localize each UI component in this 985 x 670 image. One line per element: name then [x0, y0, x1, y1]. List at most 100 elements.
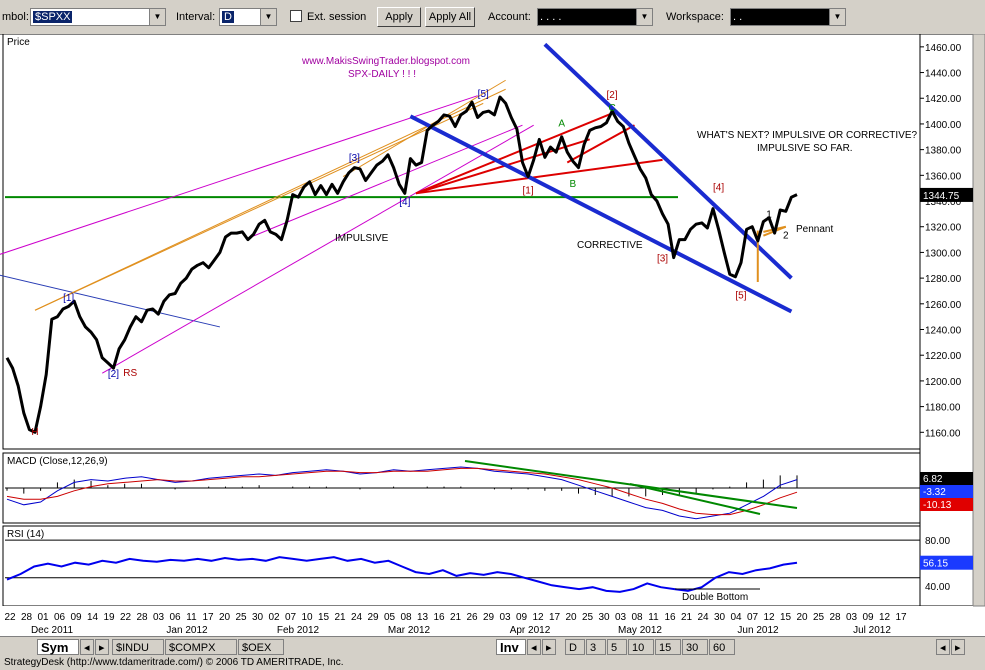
- rsi-y-tick-label: 40.00: [925, 582, 950, 593]
- account-combo[interactable]: . . . . ▼: [537, 8, 653, 26]
- x-tick-label: 12: [879, 612, 891, 623]
- x-tick-label: 16: [664, 612, 676, 623]
- annotation-url: www.MakisSwingTrader.blogspot.com: [301, 56, 470, 67]
- interval-tab-10[interactable]: 10: [628, 639, 654, 655]
- x-tick-label: 26: [466, 612, 478, 623]
- x-tick-label: 21: [334, 612, 346, 623]
- wave-c-label: C: [608, 103, 615, 114]
- x-month-label: Dec 2011: [31, 625, 74, 636]
- apply-button[interactable]: Apply: [377, 7, 421, 27]
- interval-tab-30[interactable]: 30: [682, 639, 708, 655]
- price-y-tick-label: 1380.00: [925, 146, 962, 157]
- macd-value-label: -3.32: [923, 487, 946, 498]
- wave-label: [5]: [478, 89, 489, 100]
- wave-label: [1]: [523, 185, 534, 196]
- macd-value-label: 6.82: [923, 474, 943, 485]
- x-tick-label: 15: [318, 612, 330, 623]
- price-y-tick-label: 1320.00: [925, 223, 962, 234]
- apply-all-button[interactable]: Apply All: [425, 7, 475, 27]
- x-month-label: May 2012: [618, 625, 662, 636]
- x-tick-label: 04: [730, 612, 742, 623]
- x-tick-label: 17: [202, 612, 214, 623]
- symbol-combo[interactable]: $SPXX ▼: [30, 8, 166, 26]
- account-label: Account:: [488, 11, 531, 23]
- red-wedge-upper: [415, 138, 590, 195]
- scroll-right-icon[interactable]: ▸: [95, 639, 109, 655]
- x-tick-label: 09: [70, 612, 82, 623]
- spx-daily-chart[interactable]: 1160.001180.001200.001220.001240.001260.…: [0, 34, 985, 636]
- wave-label: [2]: [607, 90, 618, 101]
- rsi-value-label: 56.15: [923, 559, 948, 570]
- rsi-value-box: [920, 555, 973, 570]
- price-y-tick-label: 1200.00: [925, 377, 962, 388]
- scroll-right-icon[interactable]: ▸: [951, 639, 965, 655]
- scroll-left-icon[interactable]: ◂: [936, 639, 950, 655]
- red-wedge-mid: [415, 158, 663, 195]
- price-y-tick-label: 1260.00: [925, 300, 962, 311]
- scroll-left-icon[interactable]: ◂: [527, 639, 541, 655]
- x-tick-label: 24: [697, 612, 709, 623]
- price-y-tick-label: 1160.00: [925, 428, 961, 439]
- chevron-down-icon[interactable]: ▼: [636, 9, 652, 25]
- x-tick-label: 03: [615, 612, 627, 623]
- x-tick-label: 25: [235, 612, 247, 623]
- interval-tab-5[interactable]: 5: [607, 639, 627, 655]
- chevron-down-icon[interactable]: ▼: [149, 9, 165, 25]
- macd-title: MACD (Close,12,26,9): [7, 456, 108, 467]
- tab-compx[interactable]: $COMPX: [165, 639, 237, 655]
- interval-combo[interactable]: D ▼: [219, 8, 277, 26]
- price-y-tick-label: 1180.00: [925, 403, 961, 414]
- tab-oex[interactable]: $OEX: [238, 639, 284, 655]
- downtrend-line-early: [0, 274, 221, 328]
- interval-tab-60[interactable]: 60: [709, 639, 735, 655]
- magenta-channel-lower: [101, 124, 534, 374]
- x-tick-label: 06: [169, 612, 181, 623]
- magenta-channel-upper: [0, 95, 478, 255]
- workspace-combo[interactable]: . . ▼: [730, 8, 846, 26]
- chevron-down-icon[interactable]: ▼: [829, 9, 845, 25]
- x-tick-label: 03: [846, 612, 858, 623]
- impulsive-label: IMPULSIVE: [335, 233, 389, 244]
- rsi-y-tick-label: 80.00: [925, 536, 950, 547]
- wave-b-label: B: [570, 179, 577, 190]
- last-price-box: [920, 187, 973, 202]
- double-bottom-label: Double Bottom: [682, 592, 748, 603]
- tab-sym[interactable]: Sym: [37, 639, 79, 655]
- toolbar: mbol: $SPXX ▼ Interval: D ▼ Ext. session…: [0, 0, 985, 35]
- price-y-tick-label: 1280.00: [925, 274, 962, 285]
- x-tick-label: 08: [400, 612, 412, 623]
- ext-session-checkbox[interactable]: [290, 10, 302, 22]
- workspace-label: Workspace:: [666, 11, 724, 23]
- x-tick-label: 24: [351, 612, 363, 623]
- wave-label: [5]: [735, 291, 746, 302]
- wave-label: [3]: [657, 253, 668, 264]
- rsi-line: [6, 556, 798, 593]
- x-tick-label: 07: [285, 612, 297, 623]
- x-tick-label: 07: [747, 612, 759, 623]
- scroll-right-icon[interactable]: ▸: [542, 639, 556, 655]
- wave-1-label: 1: [766, 210, 772, 221]
- x-tick-label: 22: [4, 612, 16, 623]
- wave-label: [2]: [108, 369, 119, 380]
- annotation-title: SPX-DAILY ! ! !: [348, 69, 416, 80]
- pennant-label: Pennant: [796, 224, 833, 235]
- price-y-tick-label: 1440.00: [925, 69, 962, 80]
- wave-label: [1]: [63, 293, 74, 304]
- x-tick-label: 14: [87, 612, 99, 623]
- interval-tab-d[interactable]: D: [565, 639, 585, 655]
- tab-indu[interactable]: $INDU: [112, 639, 164, 655]
- interval-tab-3[interactable]: 3: [586, 639, 606, 655]
- x-tick-label: 12: [532, 612, 544, 623]
- x-tick-label: 29: [483, 612, 495, 623]
- wave-label: H: [31, 427, 38, 438]
- wave-2-label: 2: [783, 230, 789, 241]
- tab-inv[interactable]: Inv: [496, 639, 526, 655]
- interval-tab-15[interactable]: 15: [655, 639, 681, 655]
- x-tick-label: 10: [301, 612, 313, 623]
- macd-value-box: [920, 498, 973, 511]
- x-tick-label: 20: [219, 612, 231, 623]
- price-y-tick-label: 1240.00: [925, 326, 962, 337]
- macd-value-box: [920, 472, 973, 485]
- chevron-down-icon[interactable]: ▼: [260, 9, 276, 25]
- scroll-left-icon[interactable]: ◂: [80, 639, 94, 655]
